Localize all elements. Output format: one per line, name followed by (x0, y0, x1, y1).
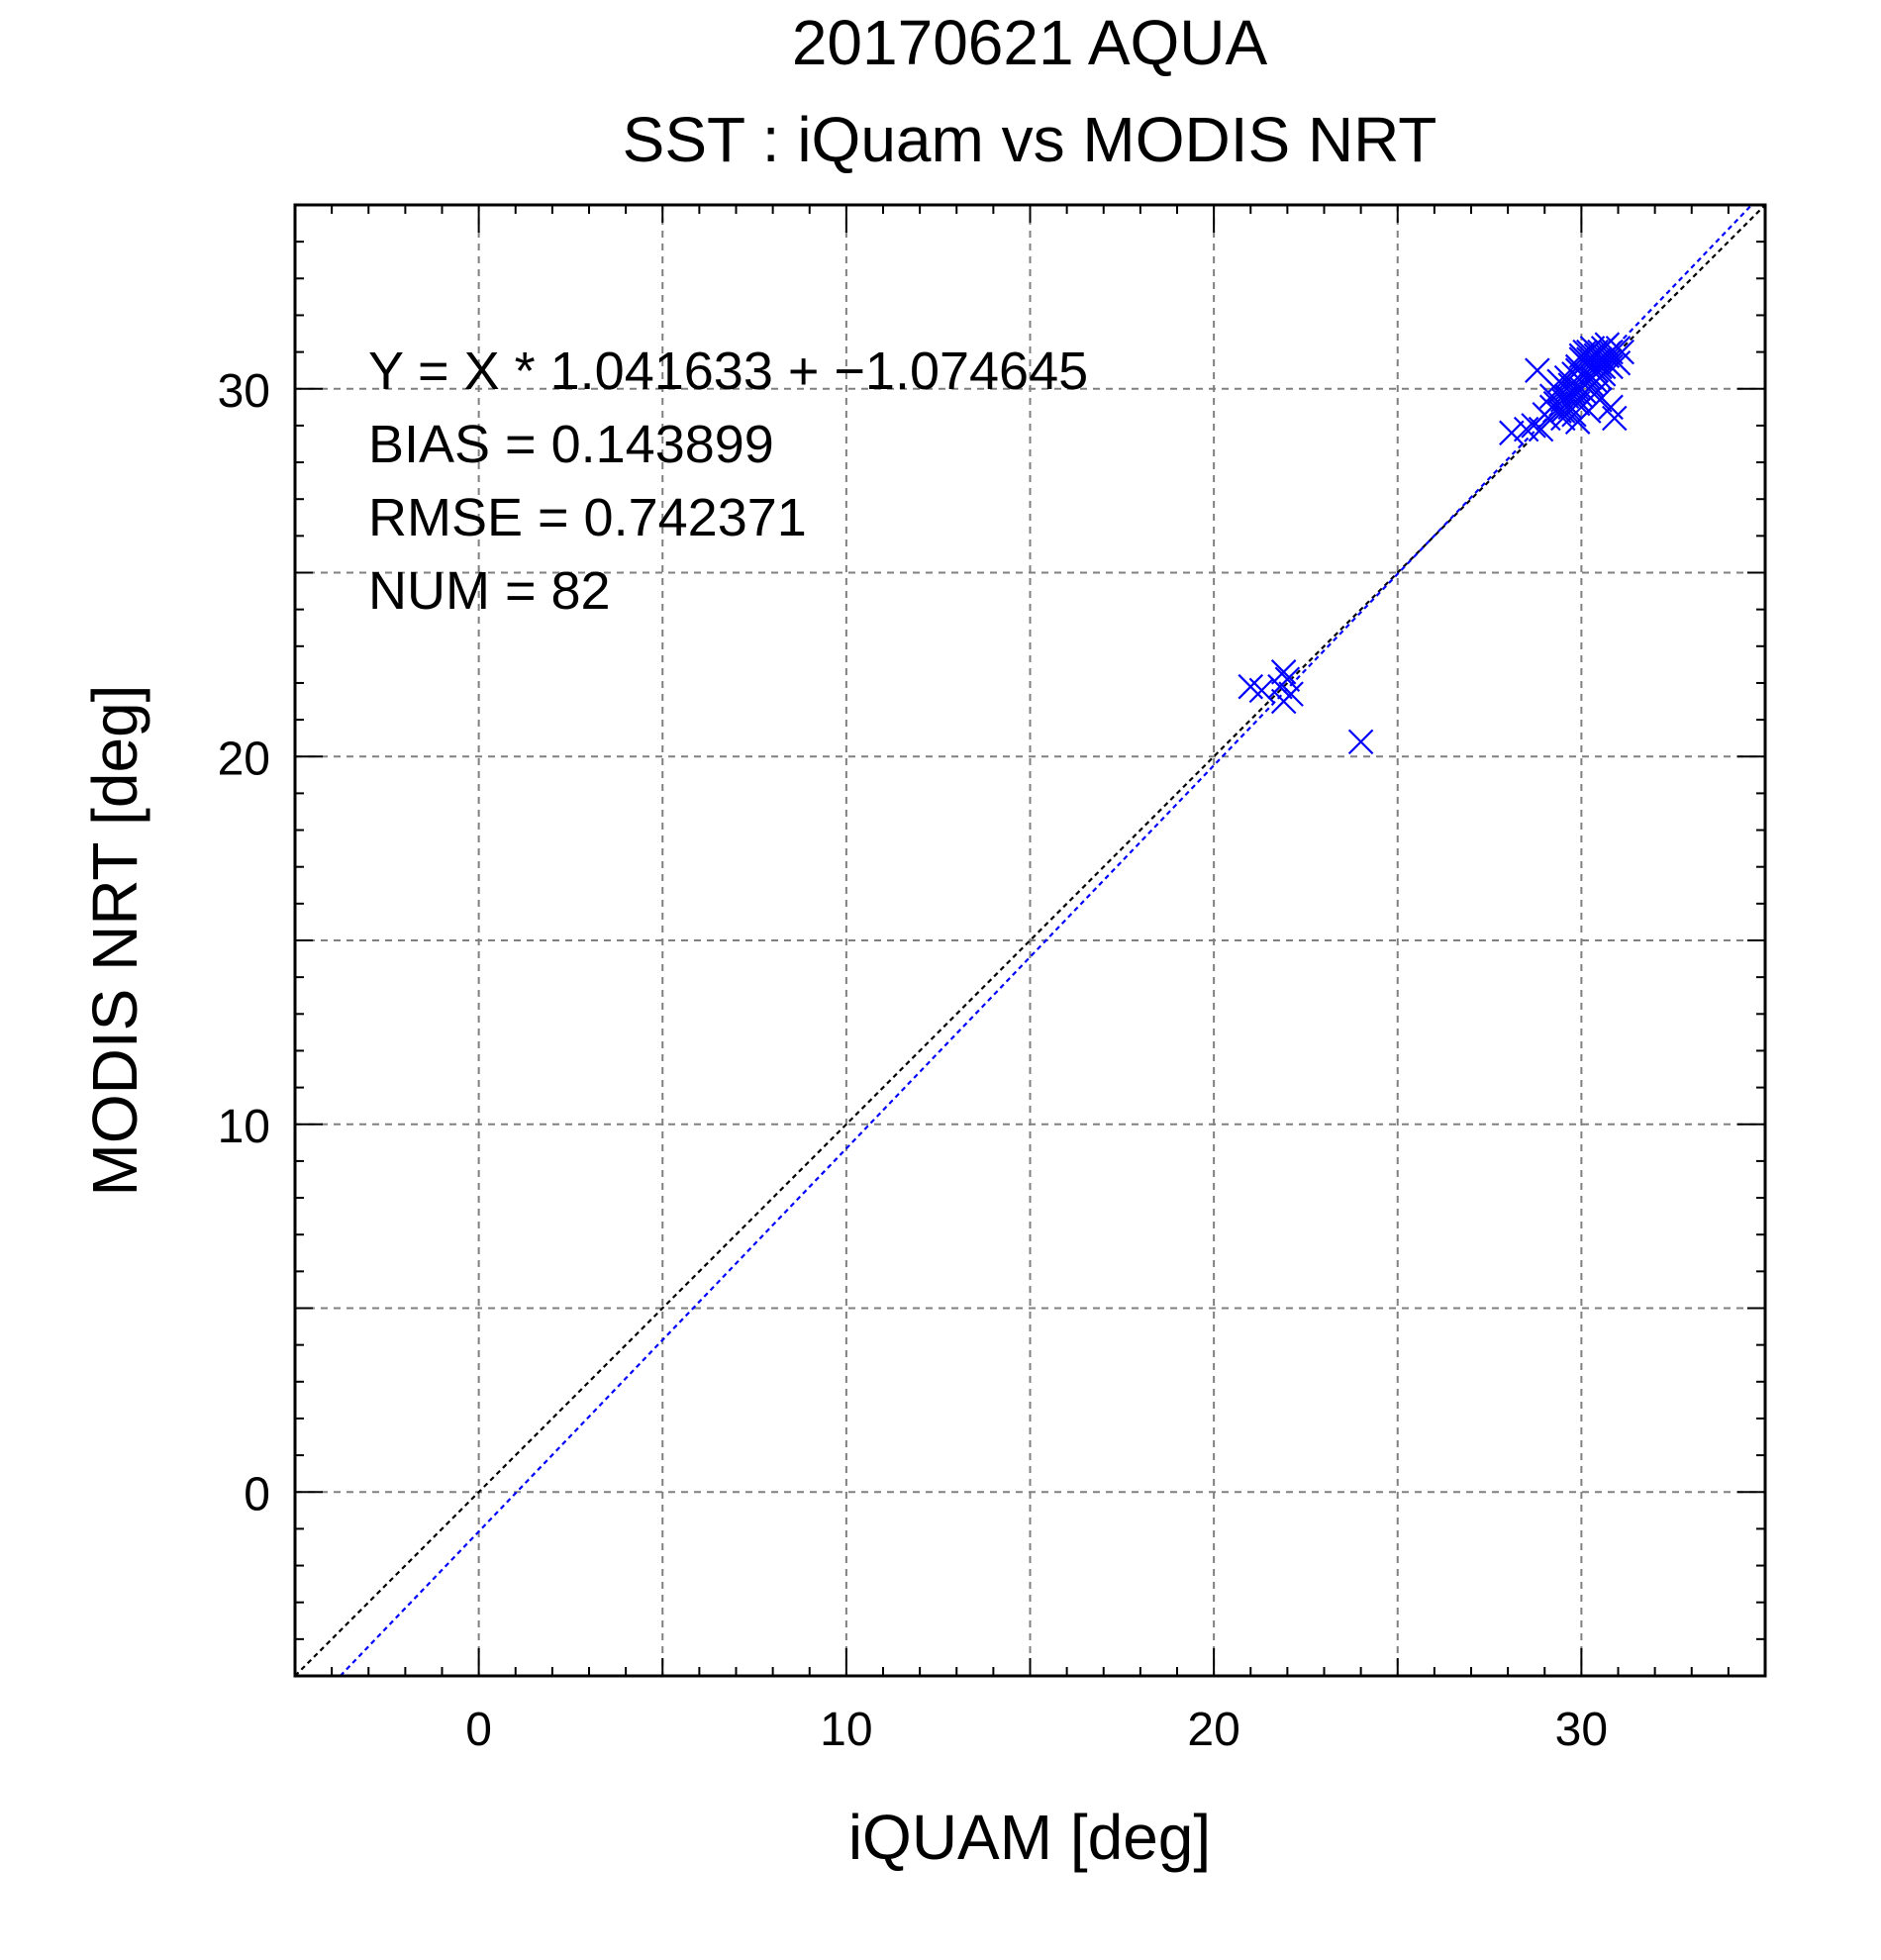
data-point (1499, 420, 1525, 446)
bias-text: BIAS = 0.143899 (368, 415, 774, 474)
y-tick-label: 0 (244, 1468, 270, 1520)
data-point (1270, 659, 1297, 685)
data-point (1602, 405, 1628, 432)
data-point (1525, 357, 1550, 383)
data-point (1579, 364, 1606, 391)
x-tick-labels: 0 10 20 30 (465, 1704, 1608, 1756)
data-point (1274, 666, 1301, 693)
y-tick-label: 20 (218, 733, 270, 785)
y-axis-label: MODIS NRT [deg] (79, 685, 150, 1197)
data-point (1568, 343, 1595, 369)
data-point (1538, 383, 1565, 409)
x-tick-label: 30 (1555, 1704, 1608, 1756)
stats-annotations: Y = X * 1.041633 + −1.074645 BIAS = 0.14… (368, 342, 1088, 621)
data-point (1347, 729, 1374, 755)
x-tick-label: 0 (465, 1704, 492, 1756)
data-point (1550, 405, 1576, 432)
data-point (1278, 681, 1304, 707)
x-tick-label: 20 (1187, 1704, 1239, 1756)
data-point (1598, 353, 1624, 380)
data-point (1587, 387, 1613, 413)
data-point (1546, 398, 1572, 424)
x-axis-label: iQUAM [deg] (848, 1802, 1211, 1873)
chart-subtitle: SST : iQuam vs MODIS NRT (623, 104, 1437, 175)
data-points (1238, 332, 1634, 755)
y-tick-label: 30 (218, 365, 270, 418)
identity-line (294, 204, 1766, 1677)
y-tick-labels: 0 10 20 30 (218, 365, 270, 1521)
data-point (1564, 409, 1591, 435)
chart-title: 20170621 AQUA (792, 7, 1268, 78)
x-tick-label: 10 (820, 1704, 872, 1756)
num-text: NUM = 82 (368, 561, 611, 621)
data-point (1513, 416, 1539, 442)
plot-frame (293, 203, 1767, 1678)
grid-lines (295, 205, 1765, 1676)
data-point (1605, 336, 1632, 361)
fit-equation-text: Y = X * 1.041633 + −1.074645 (368, 342, 1088, 401)
fit-line (339, 204, 1753, 1677)
data-point (1553, 364, 1580, 391)
y-tick-label: 10 (218, 1101, 270, 1153)
rmse-text: RMSE = 0.742371 (368, 488, 807, 547)
reference-lines (294, 204, 1766, 1677)
